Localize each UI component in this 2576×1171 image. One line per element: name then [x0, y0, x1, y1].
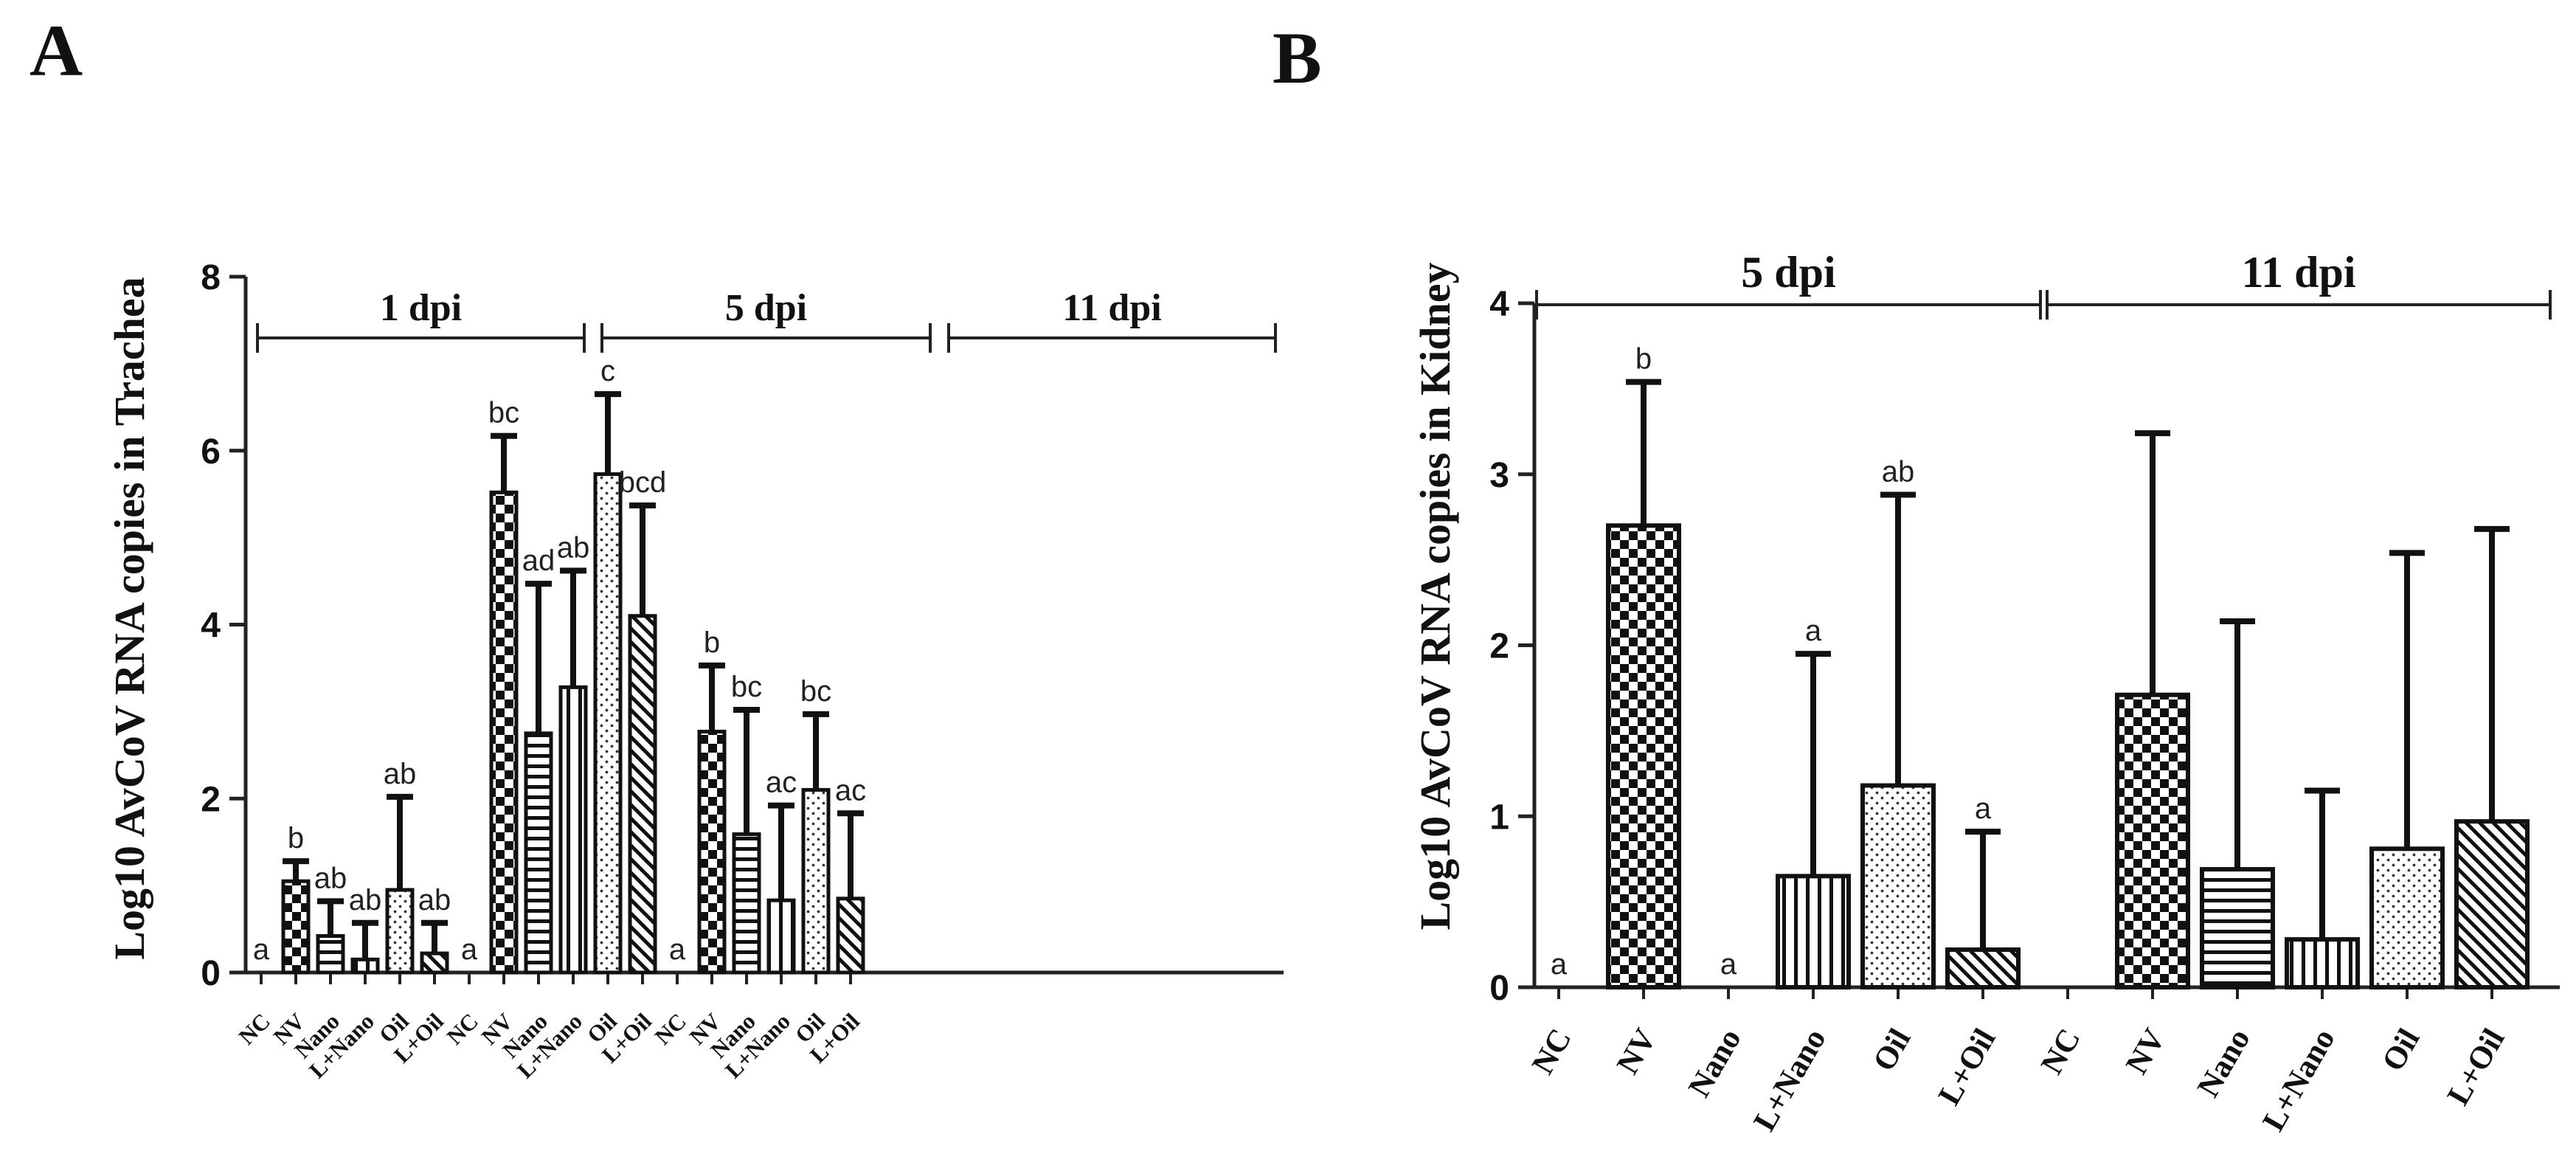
y-tick-label: 6: [201, 432, 221, 471]
group-label: 1 dpi: [380, 287, 462, 329]
y-tick-label: 1: [1489, 798, 1509, 837]
bar: [697, 729, 727, 975]
y-axis-title-kidney: Log10 AvCoV RNA copies in Kidney: [1411, 262, 1459, 930]
x-category-label: L+Oil: [1932, 1023, 2003, 1110]
y-tick-label: 8: [201, 258, 221, 297]
significance-label: a: [253, 933, 270, 966]
bar: [2454, 819, 2530, 990]
y-axis-title-trachea: Log10 AvCoV RNA copies in Trachea: [105, 277, 153, 959]
x-category-label: NC: [2035, 1023, 2088, 1080]
x-category-label: Nano: [1682, 1023, 1748, 1103]
bar: [489, 490, 519, 975]
chart-trachea: 02468aNCbNVabNanoabL+NanoabOilabL+OilaNC…: [201, 258, 1284, 1083]
significance-label: ab: [418, 884, 451, 916]
significance-label: ac: [766, 767, 797, 799]
x-category-label: L+Nano: [2256, 1023, 2341, 1137]
significance-label: ad: [522, 545, 555, 577]
significance-label: b: [1635, 343, 1652, 376]
significance-label: a: [1975, 792, 1992, 825]
bar: [2115, 692, 2190, 990]
x-category-label: Nano: [2191, 1023, 2257, 1103]
significance-label: ab: [557, 531, 590, 564]
bar: [1860, 783, 1936, 990]
significance-label: ab: [314, 862, 347, 894]
bar: [385, 888, 415, 975]
bar: [2200, 867, 2275, 990]
bar: [2369, 846, 2445, 989]
x-category-label: L+Nano: [1747, 1023, 1832, 1137]
chart-kidney: 0 1 2 3 4 a NC b NV a Nano a L+Nano ab Oil a L+Oil NC NV Na…: [1489, 248, 2560, 1137]
x-category-label: Oil: [2375, 1023, 2426, 1077]
bar: [2285, 937, 2360, 989]
significance-label: c: [600, 355, 615, 387]
bar: [766, 898, 796, 975]
group-label: 11 dpi: [1062, 287, 1161, 329]
x-category-label: NC: [650, 1008, 691, 1049]
x-category-label: Oil: [1866, 1023, 1917, 1077]
x-category-label: NV: [2119, 1023, 2172, 1080]
significance-label: b: [704, 626, 720, 659]
bar: [1776, 874, 1851, 990]
bar: [281, 879, 311, 975]
significance-label: a: [1551, 948, 1568, 981]
y-tick-label: 4: [1489, 285, 1509, 324]
group-label: 5 dpi: [1741, 248, 1835, 297]
bar: [801, 787, 831, 975]
bar: [732, 832, 761, 975]
significance-label: ac: [835, 774, 866, 806]
significance-label: bc: [488, 397, 519, 429]
y-tick-label: 4: [201, 607, 221, 646]
bar: [628, 614, 657, 975]
significance-label: bcd: [619, 466, 667, 499]
significance-label: a: [1720, 948, 1737, 981]
bar: [558, 685, 588, 975]
significance-label: ab: [1882, 456, 1915, 488]
bar: [593, 472, 623, 975]
x-category-label: NC: [442, 1008, 483, 1049]
bar: [420, 951, 449, 975]
significance-label: a: [669, 933, 686, 966]
bar: [316, 933, 345, 975]
significance-label: bc: [731, 671, 762, 703]
significance-label: bc: [800, 675, 831, 708]
x-category-label: NC: [1526, 1023, 1579, 1080]
bar: [524, 731, 553, 975]
y-tick-label: 3: [1489, 456, 1509, 495]
y-tick-label: 2: [1489, 627, 1509, 666]
panel-label-b: B: [1273, 17, 1322, 99]
bar: [1945, 947, 2021, 990]
group-label: 11 dpi: [2241, 248, 2355, 297]
x-category-label: L+Oil: [2441, 1023, 2512, 1110]
bar: [1606, 523, 1681, 989]
group-label: 5 dpi: [725, 287, 807, 329]
panel-label-a: A: [30, 10, 83, 91]
significance-label: a: [1805, 615, 1822, 647]
significance-label: ab: [349, 884, 382, 916]
y-tick-label: 2: [201, 780, 221, 819]
x-category-label: NV: [1610, 1023, 1663, 1080]
y-tick-label: 0: [1489, 969, 1509, 1008]
bar: [836, 897, 865, 975]
bar: [350, 957, 380, 975]
significance-label: ab: [384, 758, 417, 790]
y-tick-label: 0: [201, 954, 221, 993]
x-category-label: NC: [234, 1008, 275, 1049]
significance-label: b: [288, 822, 304, 854]
significance-label: a: [461, 933, 478, 966]
